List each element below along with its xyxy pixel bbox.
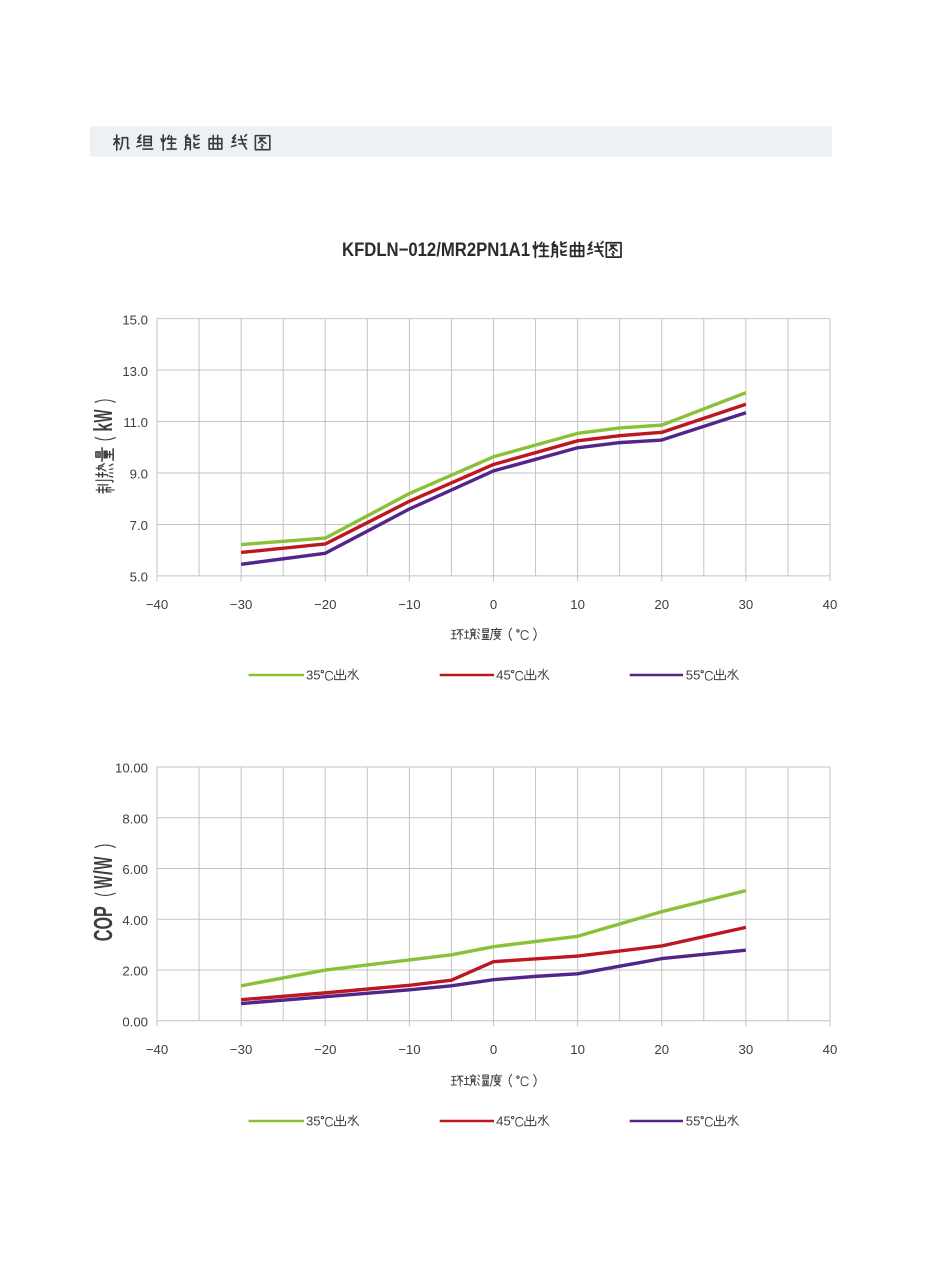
svg-text:COP: COP [88, 906, 118, 941]
svg-text:40: 40 [823, 1042, 838, 1057]
svg-text:/: / [88, 870, 118, 875]
svg-text:6.00: 6.00 [122, 862, 148, 877]
svg-text:−40: −40 [146, 597, 168, 612]
svg-text:15.0: 15.0 [122, 312, 148, 327]
svg-text:W: W [88, 856, 118, 869]
svg-text:W: W [88, 876, 118, 889]
svg-text:45: 45 [496, 668, 511, 683]
svg-text:−30: −30 [230, 597, 252, 612]
svg-text:4.00: 4.00 [122, 913, 148, 928]
svg-text:30: 30 [739, 597, 754, 612]
svg-text:45: 45 [496, 1114, 511, 1129]
svg-text:5.0: 5.0 [130, 570, 148, 585]
svg-text:30: 30 [739, 1042, 754, 1057]
svg-text:10: 10 [570, 1042, 585, 1057]
svg-text:10: 10 [570, 597, 585, 612]
svg-text:0: 0 [490, 1042, 497, 1057]
svg-text:55: 55 [686, 668, 701, 683]
svg-text:0.00: 0.00 [122, 1015, 148, 1030]
svg-text:8.00: 8.00 [122, 811, 148, 826]
svg-text:7.0: 7.0 [130, 518, 148, 533]
svg-text:35: 35 [306, 1114, 321, 1129]
svg-text:2.00: 2.00 [122, 964, 148, 979]
svg-text:55: 55 [686, 1114, 701, 1129]
svg-text:−10: −10 [398, 597, 420, 612]
svg-text:KFDLN−012/MR2PN1A1: KFDLN−012/MR2PN1A1 [342, 240, 530, 261]
svg-text:W: W [88, 409, 118, 422]
svg-text:0: 0 [490, 597, 497, 612]
svg-text:13.0: 13.0 [122, 364, 148, 379]
svg-text:−20: −20 [314, 597, 336, 612]
svg-text:−30: −30 [230, 1042, 252, 1057]
svg-text:40: 40 [823, 597, 838, 612]
svg-text:−20: −20 [314, 1042, 336, 1057]
svg-text:−10: −10 [398, 1042, 420, 1057]
svg-text:−40: −40 [146, 1042, 168, 1057]
svg-text:10.00: 10.00 [115, 761, 148, 776]
svg-text:k: k [88, 422, 118, 431]
svg-text:35: 35 [306, 668, 321, 683]
svg-text:20: 20 [654, 1042, 669, 1057]
svg-text:9.0: 9.0 [130, 467, 148, 482]
svg-text:11.0: 11.0 [123, 415, 148, 430]
svg-text:20: 20 [654, 597, 669, 612]
